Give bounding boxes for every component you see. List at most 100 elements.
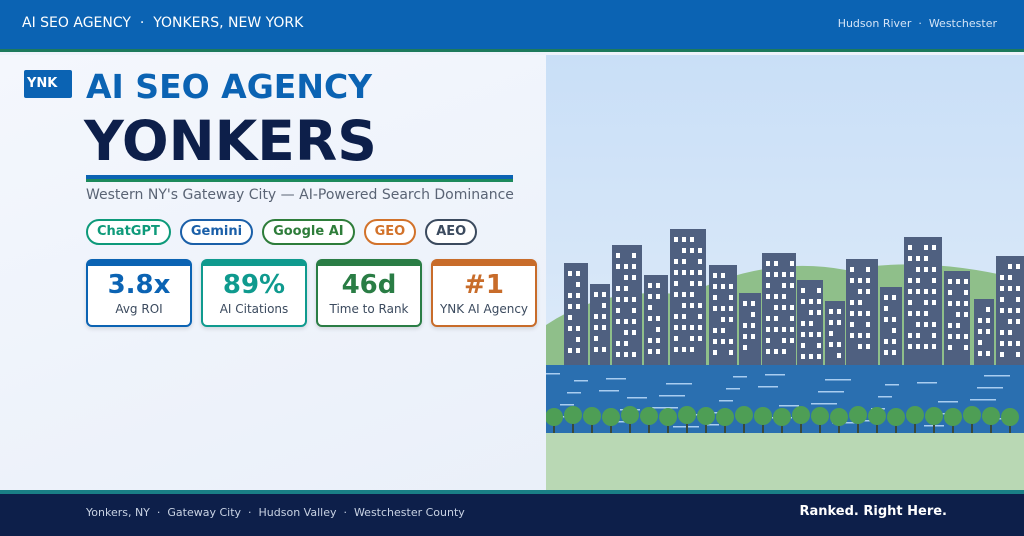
window: [624, 330, 628, 335]
tree: [792, 406, 810, 424]
wave: [765, 374, 785, 376]
window: [721, 317, 725, 322]
window: [721, 339, 725, 344]
window: [790, 327, 794, 332]
window: [932, 322, 936, 327]
tree: [925, 407, 943, 425]
window: [850, 311, 854, 316]
window: [713, 350, 717, 355]
window: [729, 317, 733, 322]
hero: YNK AI SEO AGENCY YONKERS Western NY's G…: [0, 55, 546, 490]
window: [790, 338, 794, 343]
window: [782, 327, 786, 332]
window: [674, 347, 678, 352]
stat-card: #1 YNK AI Agency: [431, 259, 537, 327]
window: [932, 245, 936, 250]
wave: [574, 380, 588, 382]
stat-label: YNK AI Agency: [439, 302, 529, 316]
window: [698, 248, 702, 253]
window: [616, 286, 620, 291]
window: [932, 344, 936, 349]
window: [1000, 286, 1004, 291]
window: [817, 288, 821, 293]
window: [1008, 286, 1012, 291]
trunk: [952, 421, 954, 433]
window: [713, 284, 717, 289]
window: [690, 303, 694, 308]
trunk: [990, 421, 992, 433]
window: [1000, 341, 1004, 346]
divider: [86, 175, 513, 182]
window: [932, 267, 936, 272]
window: [866, 289, 870, 294]
tree: [811, 407, 829, 425]
window: [729, 306, 733, 311]
window: [956, 312, 960, 317]
window: [602, 314, 606, 319]
window: [656, 283, 660, 288]
window: [568, 348, 572, 353]
window: [1016, 319, 1020, 324]
window: [817, 354, 821, 359]
window: [690, 237, 694, 242]
window: [616, 352, 620, 357]
wave: [885, 384, 899, 386]
window: [594, 325, 598, 330]
window: [1008, 264, 1012, 269]
trunk: [933, 421, 935, 433]
wave: [666, 383, 692, 385]
wave: [705, 424, 719, 426]
tag: Google AI: [262, 219, 355, 245]
window: [932, 289, 936, 294]
wave: [606, 378, 626, 380]
window: [964, 334, 968, 339]
window: [924, 289, 928, 294]
window: [948, 345, 952, 350]
trunk: [705, 421, 707, 433]
wave: [811, 403, 837, 405]
window: [721, 306, 725, 311]
window: [648, 338, 652, 343]
tree: [659, 408, 677, 426]
window: [698, 303, 702, 308]
window: [866, 344, 870, 349]
window: [698, 270, 702, 275]
window: [809, 332, 813, 337]
window: [1016, 308, 1020, 313]
window: [782, 283, 786, 288]
window: [916, 256, 920, 261]
building: [944, 271, 970, 367]
window: [698, 281, 702, 286]
window: [850, 333, 854, 338]
subtitle: Western NY's Gateway City — AI-Powered S…: [86, 187, 514, 203]
stat-label: AI Citations: [219, 302, 289, 316]
window: [690, 336, 694, 341]
building: [739, 293, 761, 367]
window: [948, 334, 952, 339]
window: [766, 272, 770, 277]
footer-locations: Yonkers, NY · Gateway City · Hudson Vall…: [86, 506, 465, 519]
window: [698, 336, 702, 341]
window: [624, 275, 628, 280]
window: [916, 267, 920, 272]
window: [674, 237, 678, 242]
window: [964, 290, 968, 295]
window: [690, 347, 694, 352]
window: [964, 312, 968, 317]
wave: [878, 396, 892, 398]
window: [594, 292, 598, 297]
window: [809, 310, 813, 315]
window: [766, 316, 770, 321]
window: [1008, 341, 1012, 346]
wave: [659, 395, 685, 397]
window: [932, 300, 936, 305]
building: [825, 301, 845, 367]
window: [674, 292, 678, 297]
window: [766, 261, 770, 266]
window: [1016, 286, 1020, 291]
window: [568, 271, 572, 276]
window: [713, 339, 717, 344]
window: [884, 339, 888, 344]
window: [721, 273, 725, 278]
